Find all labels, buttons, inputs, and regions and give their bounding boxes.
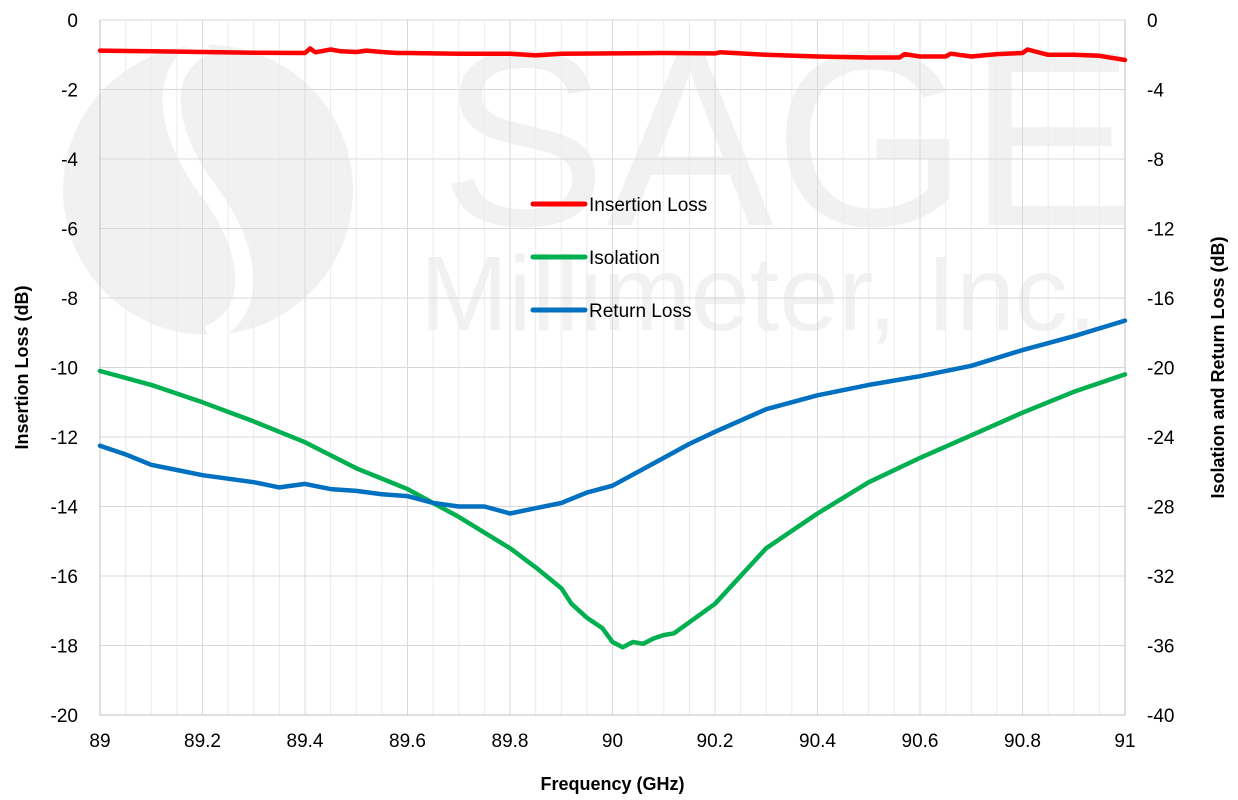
y-tick-label: -4 bbox=[61, 150, 78, 171]
x-tick-label: 90 bbox=[602, 731, 623, 752]
y2-tick-label: -32 bbox=[1147, 567, 1174, 588]
y-tick-label: -18 bbox=[51, 637, 78, 658]
y-tick-label: -6 bbox=[61, 220, 78, 241]
y-tick-label: -20 bbox=[51, 706, 78, 727]
x-tick-label: 89 bbox=[89, 731, 110, 752]
series-line-return-loss bbox=[97, 318, 1128, 516]
watermark-title: SAGE bbox=[440, 0, 1135, 278]
y2-tick-label: -16 bbox=[1147, 289, 1174, 310]
y2-tick-label: -28 bbox=[1147, 498, 1174, 519]
x-tick-label: 90.6 bbox=[902, 731, 939, 752]
x-tick-label: 89.4 bbox=[287, 731, 324, 752]
legend-label: Return Loss bbox=[589, 301, 691, 322]
x-tick-label: 89.8 bbox=[492, 731, 529, 752]
y2-tick-label: -12 bbox=[1147, 220, 1174, 241]
watermark-subtitle: Millimeter, Inc. bbox=[420, 235, 1097, 353]
series-lines bbox=[97, 46, 1128, 650]
x-tick-label: 90.8 bbox=[1004, 731, 1041, 752]
y2-tick-label: -36 bbox=[1147, 637, 1174, 658]
legend-label: Insertion Loss bbox=[589, 195, 707, 216]
y2-tick-label: -8 bbox=[1147, 150, 1164, 171]
y2-tick-label: -4 bbox=[1147, 81, 1164, 102]
y2-tick-label: 0 bbox=[1147, 11, 1158, 32]
y2-tick-label: -40 bbox=[1147, 706, 1174, 727]
y-tick-label: -10 bbox=[51, 359, 78, 380]
x-tick-label: 89.2 bbox=[184, 731, 221, 752]
y-tick-label: 0 bbox=[67, 11, 78, 32]
series-line-insertion-loss bbox=[97, 46, 1128, 63]
y-tick-label: -8 bbox=[61, 289, 78, 310]
y-tick-label: -16 bbox=[51, 567, 78, 588]
legend: Insertion Loss Isolation Return Loss bbox=[530, 195, 707, 322]
y2-tick-label: -20 bbox=[1147, 359, 1174, 380]
y2-axis-title: Isolation and Return Loss (dB) bbox=[1208, 236, 1228, 498]
axes bbox=[99, 20, 1126, 716]
legend-label: Isolation bbox=[589, 248, 660, 269]
series-line-isolation bbox=[97, 368, 1128, 650]
y-tick-label: -2 bbox=[61, 81, 78, 102]
tick-labels: 89 89.2 89.4 89.6 89.8 90 90.2 90.4 90.6 90.8 91 0 -… bbox=[51, 11, 1175, 752]
x-axis-title: Frequency (GHz) bbox=[540, 774, 684, 794]
y-axis-title: Insertion Loss (dB) bbox=[12, 285, 32, 449]
x-tick-label: 91 bbox=[1114, 731, 1135, 752]
x-tick-label: 89.6 bbox=[389, 731, 426, 752]
watermark-logo-swirl bbox=[162, 36, 254, 344]
y2-tick-label: -24 bbox=[1147, 428, 1175, 449]
y-tick-label: -12 bbox=[51, 428, 78, 449]
x-tick-label: 90.4 bbox=[799, 731, 836, 752]
watermark: SAGE Millimeter, Inc. bbox=[63, 0, 1135, 353]
y-tick-label: -14 bbox=[51, 498, 79, 519]
x-tick-label: 90.2 bbox=[697, 731, 734, 752]
